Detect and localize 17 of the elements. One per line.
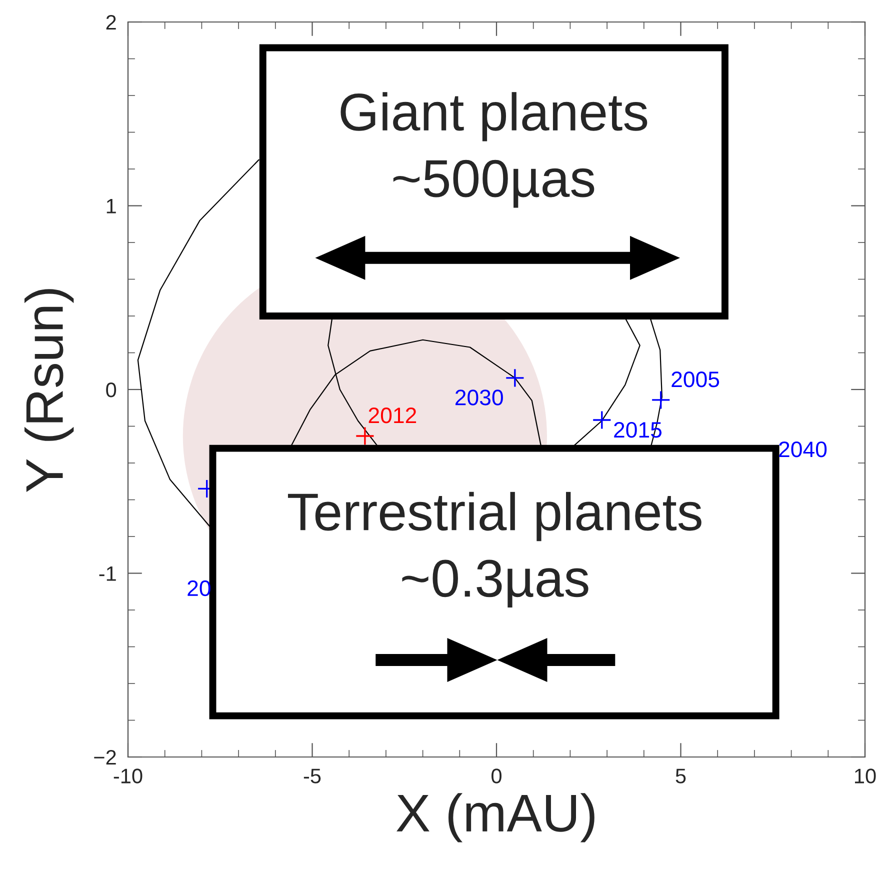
annotation: Giant planets ~500µas (340, 92, 648, 208)
y-tick-label: 2 (106, 15, 116, 30)
x-tick-label: -5 (304, 768, 321, 784)
x-tick-label: -10 (114, 768, 142, 784)
annotation: 2005 (672, 372, 720, 388)
y-axis-title: Y (Rsun) (24, 289, 74, 492)
x-tick-label: 10 (855, 768, 876, 784)
y-tick-label: -1 (99, 566, 116, 581)
annotation: Terrestrial planets ~0.3µas (288, 492, 702, 608)
x-axis-title: X (mAU) (396, 793, 594, 842)
y-tick-label: 1 (106, 198, 116, 214)
y-tick-label: −2 (94, 750, 116, 765)
annotation: 2030 (456, 390, 503, 406)
x-tick-label: 0 (492, 768, 502, 784)
x-tick-label: 5 (676, 768, 686, 784)
y-tick-label: 0 (106, 382, 116, 398)
annotation: 2012 (368, 408, 416, 424)
